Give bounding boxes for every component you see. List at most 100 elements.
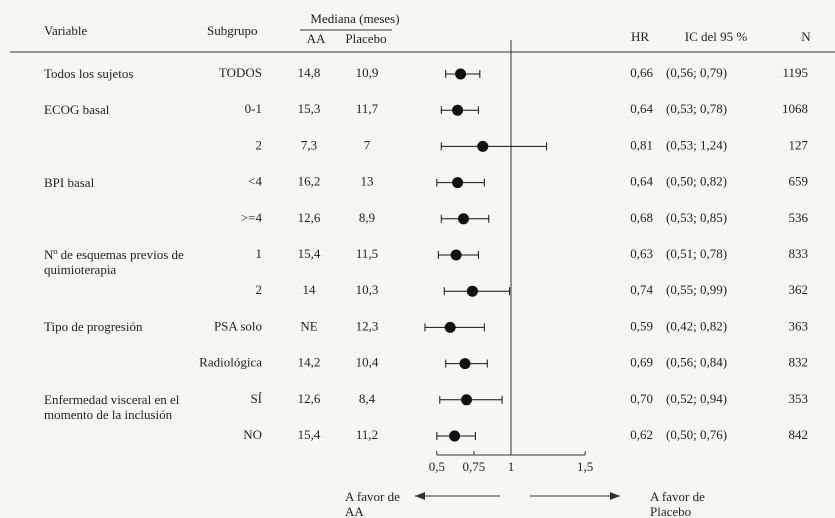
subgroup-label: 2: [256, 137, 263, 152]
hr-point: [477, 140, 489, 152]
median-aa: 15,4: [298, 246, 321, 261]
median-placebo: 13: [361, 174, 374, 189]
subgroup-label: SÍ: [250, 391, 262, 406]
hr-label: 0,62: [630, 427, 653, 442]
variable-label: Todos los sujetos: [44, 66, 134, 81]
ci-label: (0,53; 0,85): [666, 210, 727, 225]
hr-point: [458, 213, 470, 225]
header-hr: HR: [631, 29, 649, 44]
header-aa: AA: [307, 31, 326, 46]
median-aa: 15,3: [298, 101, 321, 116]
ci-label: (0,56; 0,84): [666, 355, 727, 370]
header-n: N: [801, 29, 811, 44]
variable-label: Tipo de progresión: [44, 319, 143, 335]
hr-label: 0,63: [630, 246, 653, 261]
subgroup-label: NO: [243, 427, 262, 442]
header-median: Mediana (meses): [310, 11, 399, 26]
subgroup-label: 2: [256, 282, 263, 297]
arrow-left-head: [415, 492, 425, 500]
ci-label: (0,50; 0,82): [666, 174, 727, 189]
ci-label: (0,51; 0,78): [666, 246, 727, 261]
variable-label: Nº de esquemas previos de quimioterapia: [44, 247, 184, 277]
hr-label: 0,70: [630, 391, 653, 406]
median-placebo: 12,3: [356, 318, 379, 333]
ci-label: (0,42; 0,82): [666, 318, 727, 333]
hr-label: 0,64: [630, 174, 653, 189]
hr-label: 0,69: [630, 355, 653, 370]
n-label: 659: [789, 174, 809, 189]
subgroup-label: <4: [248, 174, 262, 189]
header-placebo: Placebo: [345, 31, 386, 46]
n-label: 362: [789, 282, 809, 297]
median-placebo: 10,3: [356, 282, 379, 297]
arrow-right-head: [610, 492, 620, 500]
ci-label: (0,56; 0,79): [666, 65, 727, 80]
x-tick-label: 0,5: [429, 459, 445, 474]
n-label: 832: [789, 355, 809, 370]
favor-right: A favor de Placebo: [650, 489, 705, 518]
subgroup-label: PSA solo: [214, 318, 262, 333]
median-aa: 15,4: [298, 427, 321, 442]
median-aa: NE: [300, 318, 317, 333]
variable-label: BPI basal: [44, 174, 95, 190]
favor-left: A favor de AA: [345, 489, 400, 518]
ci-label: (0,53; 1,24): [666, 137, 727, 152]
ci-label: (0,52; 0,94): [666, 391, 727, 406]
n-label: 127: [789, 137, 809, 152]
hr-point: [444, 321, 456, 333]
hr-point: [466, 285, 478, 297]
median-placebo: 10,4: [356, 355, 379, 370]
hr-label: 0,59: [630, 318, 653, 333]
ci-label: (0,50; 0,76): [666, 427, 727, 442]
hr-label: 0,68: [630, 210, 653, 225]
variable-label: ECOG basal: [44, 102, 110, 118]
median-placebo: 8,4: [359, 391, 376, 406]
n-label: 353: [789, 391, 809, 406]
hr-point: [450, 249, 462, 261]
median-aa: 14: [303, 282, 317, 297]
median-placebo: 7: [364, 137, 371, 152]
hr-label: 0,66: [630, 65, 653, 80]
n-label: 833: [789, 246, 809, 261]
hr-point: [455, 68, 467, 80]
subgroup-label: >=4: [241, 210, 263, 225]
ci-label: (0,53; 0,78): [666, 101, 727, 116]
median-placebo: 11,2: [356, 427, 378, 442]
n-label: 363: [789, 318, 809, 333]
hr-point: [461, 394, 472, 406]
x-tick-label: 0,75: [463, 459, 486, 474]
hr-label: 0,74: [630, 282, 653, 297]
median-aa: 14,2: [298, 355, 321, 370]
median-placebo: 8,9: [359, 210, 375, 225]
header-subgroup: Subgrupo: [207, 23, 258, 38]
median-aa: 12,6: [298, 391, 321, 406]
header-ci: IC del 95 %: [685, 29, 748, 44]
median-aa: 7,3: [301, 137, 317, 152]
median-aa: 16,2: [298, 174, 321, 189]
variable-label: Enfermedad visceral en el momento de la …: [44, 391, 180, 422]
n-label: 536: [789, 210, 809, 225]
hr-point: [449, 430, 461, 442]
median-aa: 12,6: [298, 210, 321, 225]
x-tick-label: 1,5: [577, 459, 593, 474]
subgroup-label: 1: [256, 246, 263, 261]
median-placebo: 10,9: [356, 65, 379, 80]
subgroup-label: 0-1: [245, 101, 262, 116]
subgroup-label: Radiológica: [199, 355, 262, 370]
n-label: 1195: [782, 65, 808, 80]
hr-point: [452, 104, 464, 116]
median-placebo: 11,5: [356, 246, 378, 261]
median-aa: 14,8: [298, 65, 321, 80]
hr-point: [452, 177, 464, 189]
median-placebo: 11,7: [356, 101, 379, 116]
hr-label: 0,64: [630, 101, 653, 116]
hr-label: 0,81: [630, 137, 653, 152]
ci-label: (0,55; 0,99): [666, 282, 727, 297]
hr-point: [459, 358, 471, 370]
x-tick-label: 1: [508, 459, 515, 474]
subgroup-label: TODOS: [219, 65, 262, 80]
header-variable: Variable: [44, 23, 88, 38]
n-label: 842: [789, 427, 809, 442]
